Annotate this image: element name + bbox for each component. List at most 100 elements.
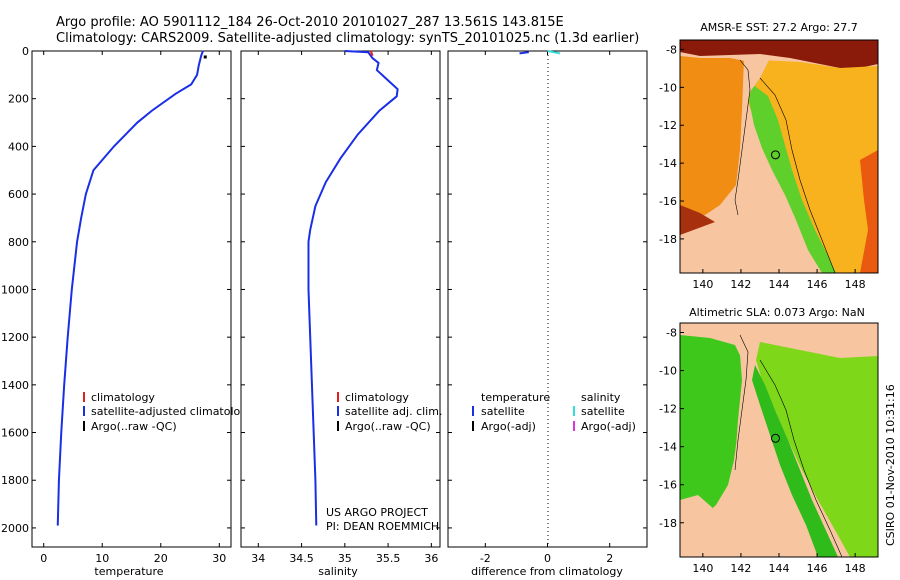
pi-credit: PI: DEAN ROEMMICH — [326, 520, 439, 533]
x-tick-label: 34.5 — [289, 552, 314, 565]
map-y-tick-label: -12 — [659, 119, 677, 132]
project-credit: US ARGO PROJECT — [326, 506, 428, 519]
sst-south-warm-edge — [860, 150, 878, 273]
legend-argo-label: Argo(..raw -QC) — [345, 420, 431, 433]
map-y-tick-label: -8 — [666, 327, 677, 340]
temperature-legend: climatology satellite-adjusted climatolo… — [83, 391, 254, 433]
timestamp-credit: CSIRO 01-Nov-2010 10:31:16 — [884, 384, 897, 546]
y-tick-label: 1200 — [1, 331, 29, 344]
profile-series-line — [56, 50, 204, 526]
x-tick-label: 35.5 — [376, 552, 401, 565]
sst-map: AMSR-E SST: 27.2 Argo: 27.7 140 142 144 146… — [659, 21, 879, 291]
map-x-tick-label: 144 — [769, 562, 790, 575]
temperature-xlabel: temperature — [94, 565, 163, 578]
map-y-tick-label: -10 — [659, 365, 677, 378]
legend-temp-satellite-label: satellite — [481, 405, 525, 418]
x-tick-label: 2 — [606, 552, 613, 565]
sst-coastline — [734, 59, 751, 216]
map-x-tick-label: 148 — [845, 562, 866, 575]
y-tick-label: 0 — [22, 45, 29, 58]
x-tick-label: 36 — [424, 552, 438, 565]
salinity-legend: climatology satellite adj. clim. Argo(..… — [337, 391, 442, 433]
legend-climatology-label: climatology — [91, 391, 155, 404]
header-line-1: Argo profile: AO 5901112_184 26-Oct-2010… — [56, 15, 564, 30]
sla-east-sea-water — [756, 342, 878, 557]
temperature-axes — [31, 50, 232, 548]
header-line-2: Climatology: CARS2009. Satellite-adjuste… — [56, 31, 639, 46]
legend-sal-satellite-label: satellite — [581, 405, 625, 418]
sst-coastal-cool — [749, 84, 836, 273]
y-tick-label: 1800 — [1, 474, 29, 487]
sla-reef-contour — [759, 359, 843, 557]
sla-map-title: Altimetric SLA: 0.073 Argo: NaN — [689, 306, 865, 319]
map-x-tick-label: 142 — [730, 278, 751, 291]
map-y-tick-label: -14 — [659, 157, 677, 170]
legend-header-salinity: salinity — [581, 391, 621, 404]
y-tick-label: 200 — [8, 93, 29, 106]
x-tick-label: -2 — [480, 552, 491, 565]
salinity-xlabel: salinity — [318, 565, 358, 578]
profile-series-line — [307, 50, 399, 526]
difference-xlabel: difference from climatology — [471, 565, 623, 578]
y-tick-label: 600 — [8, 188, 29, 201]
map-x-tick-label: 146 — [807, 562, 828, 575]
profile-series-line — [547, 50, 561, 55]
map-y-tick-label: -14 — [659, 441, 677, 454]
sst-east-sea-water — [744, 60, 878, 273]
sla-coastline — [734, 334, 749, 471]
legend-header-temperature: temperature — [481, 391, 550, 404]
map-x-tick-label: 144 — [769, 278, 790, 291]
legend-argo-label: Argo(..raw -QC) — [91, 420, 177, 433]
y-tick-label: 1400 — [1, 379, 29, 392]
difference-legend: temperature satellite Argo(-adj) salinit… — [472, 391, 636, 433]
profile-series-line — [519, 51, 529, 55]
legend-satellite-label: satellite adj. clim. — [345, 405, 442, 418]
salinity-axes — [240, 50, 441, 548]
map-y-tick-label: -10 — [659, 81, 677, 94]
y-tick-label: 400 — [8, 140, 29, 153]
map-y-tick-label: -16 — [659, 195, 677, 208]
map-x-tick-label: 148 — [845, 278, 866, 291]
legend-sal-argo-label: Argo(-adj) — [581, 420, 636, 433]
sla-cape-peninsula — [734, 330, 760, 475]
x-tick-label: 10 — [95, 552, 109, 565]
salinity-panel: 34 34.5 35 35.5 36 salinity climatology sate… — [240, 50, 442, 578]
x-tick-label: 35 — [338, 552, 352, 565]
sla-argo-location — [770, 433, 780, 443]
map-y-tick-label: -18 — [659, 517, 677, 530]
sla-north-land — [680, 323, 878, 352]
y-tick-label: 1600 — [1, 427, 29, 440]
y-tick-label: 800 — [8, 236, 29, 249]
profile-series-line — [369, 50, 374, 57]
sst-argo-location — [770, 150, 780, 160]
map-y-tick-label: -18 — [659, 233, 677, 246]
sst-map-title: AMSR-E SST: 27.2 Argo: 27.7 — [700, 21, 858, 34]
legend-temp-argo-label: Argo(-adj) — [481, 420, 536, 433]
x-tick-label: 20 — [154, 552, 168, 565]
map-x-tick-label: 142 — [730, 562, 751, 575]
sst-reef-contour — [759, 77, 836, 273]
map-y-tick-label: -12 — [659, 403, 677, 416]
legend-satellite-label: satellite-adjusted climatology — [91, 405, 254, 418]
sla-coastal-band — [752, 365, 838, 557]
map-x-tick-label: 140 — [692, 562, 713, 575]
x-tick-label: 34 — [251, 552, 265, 565]
sst-gulf-warm-edge — [680, 205, 715, 235]
legend-climatology-label: climatology — [345, 391, 409, 404]
sst-west-gulf-water — [680, 56, 750, 228]
x-tick-label: 0 — [544, 552, 551, 565]
difference-panel: -2 0 2 difference from climatology tempera… — [447, 50, 648, 578]
sla-map: Altimetric SLA: 0.073 Argo: NaN 140 142 14… — [659, 306, 879, 575]
temperature-panel: 0 200 400 600 800 1000 1200 1400 1600 1800 2000 0 1… — [1, 45, 254, 578]
y-tick-label: 2000 — [1, 522, 29, 535]
map-x-tick-label: 146 — [807, 278, 828, 291]
sst-cape-peninsula — [736, 58, 770, 200]
map-y-tick-label: -16 — [659, 479, 677, 492]
argo-point — [203, 55, 207, 59]
x-tick-label: 0 — [40, 552, 47, 565]
y-tick-label: 1000 — [1, 283, 29, 296]
x-tick-label: 30 — [212, 552, 226, 565]
sla-west-gulf-water — [680, 335, 748, 525]
sst-north-land-warm — [680, 40, 878, 70]
